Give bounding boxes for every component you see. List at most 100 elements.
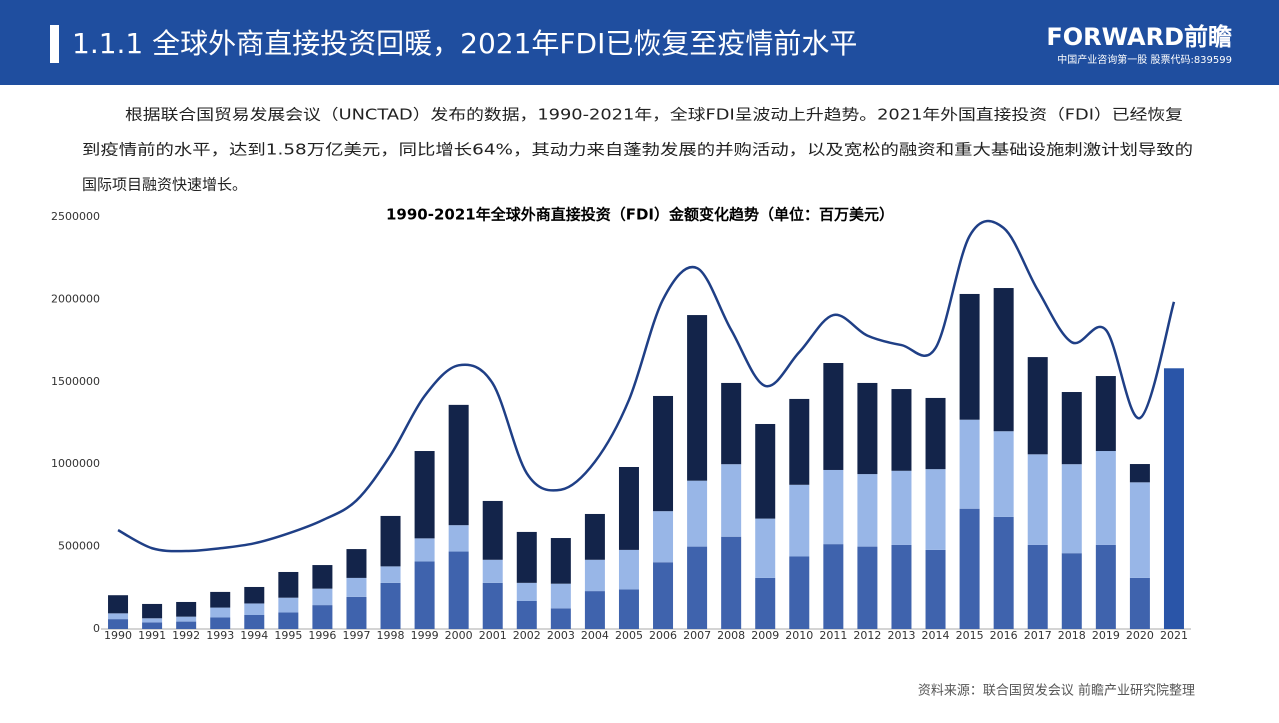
header-title: 1.1.1 全球外商直接投资回暖，2021年FDI已恢复至疫情前水平	[72, 27, 857, 60]
bar-segment	[482, 559, 503, 583]
bar-segment	[448, 404, 469, 526]
bar-segment	[550, 608, 571, 629]
x-tick-label: 2006	[649, 629, 677, 642]
bar-segment	[857, 474, 878, 547]
paragraph-line: 根据联合国贸易发展会议（UNCTAD）发布的数据，1990-2021年，全球FD…	[125, 106, 1183, 124]
trend-line	[117, 219, 1176, 553]
x-tick-label: 2013	[887, 629, 915, 642]
bar-segment	[721, 382, 742, 465]
bar-segment	[278, 612, 299, 629]
source-note: 资料来源：联合国贸发会议 前瞻产业研究院整理	[918, 683, 1195, 699]
y-tick-label: 1500000	[51, 375, 100, 388]
bar-segment	[380, 515, 401, 567]
x-tick-label: 1991	[138, 629, 166, 642]
bar-segment	[108, 619, 129, 629]
bar-segment	[721, 464, 742, 537]
bar-segment	[925, 397, 946, 470]
bar-segment	[618, 589, 639, 629]
bar-segment	[1061, 464, 1082, 554]
bar-segment	[414, 561, 435, 629]
bar-segment	[482, 582, 503, 629]
bar-segment	[176, 601, 197, 617]
bar-segment	[516, 582, 537, 601]
bar-segment	[925, 469, 946, 550]
bar-segment	[1061, 392, 1082, 465]
bar-segment	[721, 536, 742, 629]
bar-segment	[1095, 376, 1116, 452]
x-tick-label: 2008	[717, 629, 745, 642]
bar-segment	[1061, 553, 1082, 629]
bar-segment	[857, 546, 878, 629]
bar-segment	[823, 469, 844, 545]
bar-segment	[1095, 451, 1116, 545]
bar-segment	[414, 451, 435, 539]
y-tick-label: 1000000	[51, 457, 100, 470]
bar-segment	[108, 595, 129, 614]
x-tick-label: 2020	[1126, 629, 1154, 642]
x-tick-label: 2015	[956, 629, 984, 642]
x-tick-label: 2002	[513, 629, 541, 642]
x-tick-label: 2004	[581, 629, 609, 642]
bar-segment	[1095, 544, 1116, 629]
bar-segment	[1129, 464, 1150, 483]
bar-segment	[278, 571, 299, 598]
bar-segment	[1163, 368, 1184, 629]
logo-sub: 中国产业咨询第一股 股票代码:839599	[1057, 53, 1232, 66]
x-tick-label: 2021	[1160, 629, 1188, 642]
x-tick-label: 1996	[308, 629, 336, 642]
y-tick-label: 2500000	[51, 210, 100, 223]
bar-segment	[1129, 482, 1150, 578]
bar-segment	[244, 603, 265, 615]
x-tick-label: 2011	[819, 629, 847, 642]
x-tick-label: 1992	[172, 629, 200, 642]
x-tick-label: 2001	[479, 629, 507, 642]
bar-segment	[176, 621, 197, 629]
bar-segment	[755, 423, 776, 519]
x-tick-label: 2003	[547, 629, 575, 642]
x-tick-label: 1993	[206, 629, 234, 642]
bar-segment	[755, 518, 776, 578]
plot: 0 500000 1000000 1500000 2000000 2500000 1990 1…	[51, 210, 1191, 642]
logo: FORWARD前瞻	[1046, 23, 1232, 51]
bar-segment	[516, 600, 537, 629]
header-bar	[0, 0, 1279, 85]
bar-segment	[550, 538, 571, 584]
bar-segment	[312, 565, 333, 589]
bar-segment	[1027, 544, 1048, 629]
bar-segment	[550, 583, 571, 609]
bar-segment	[482, 500, 503, 560]
bar-segment	[244, 614, 265, 629]
bar-segment	[993, 516, 1014, 629]
bar-segment	[346, 577, 367, 597]
bar-segment	[1027, 454, 1048, 545]
bar-segment	[891, 544, 912, 629]
y-tick-label: 2000000	[51, 292, 100, 305]
bar-segment	[993, 431, 1014, 517]
x-tick-label: 2005	[615, 629, 643, 642]
bar-segment	[584, 559, 605, 592]
bar-segment	[653, 395, 674, 512]
bar-segment	[1027, 357, 1048, 455]
bar-segment	[584, 513, 605, 560]
bar-segment	[857, 382, 878, 475]
bar-segment	[210, 591, 231, 608]
bar-segment	[687, 315, 708, 481]
bar-segment	[959, 293, 980, 420]
x-tick-label: 1995	[274, 629, 302, 642]
x-tick-label: 2012	[853, 629, 881, 642]
bar-segment	[516, 531, 537, 583]
chart-title: 1990-2021年全球外商直接投资（FDI）金额变化趋势（单位：百万美元）	[386, 206, 894, 224]
paragraph-line: 到疫情前的水平，达到1.58万亿美元，同比增长64%，其动力来自蓬勃发展的并购活…	[82, 141, 1193, 159]
bar-segment	[789, 484, 810, 557]
bar-segment	[142, 618, 163, 623]
bar-segment	[789, 556, 810, 629]
x-tick-label: 1999	[411, 629, 439, 642]
bar-segment	[142, 622, 163, 629]
bar-segment	[653, 562, 674, 629]
bar-segment	[993, 288, 1014, 432]
bar-segment	[244, 586, 265, 604]
x-tick-label: 2000	[445, 629, 473, 642]
x-tick-label: 1998	[377, 629, 405, 642]
x-tick-label: 2007	[683, 629, 711, 642]
